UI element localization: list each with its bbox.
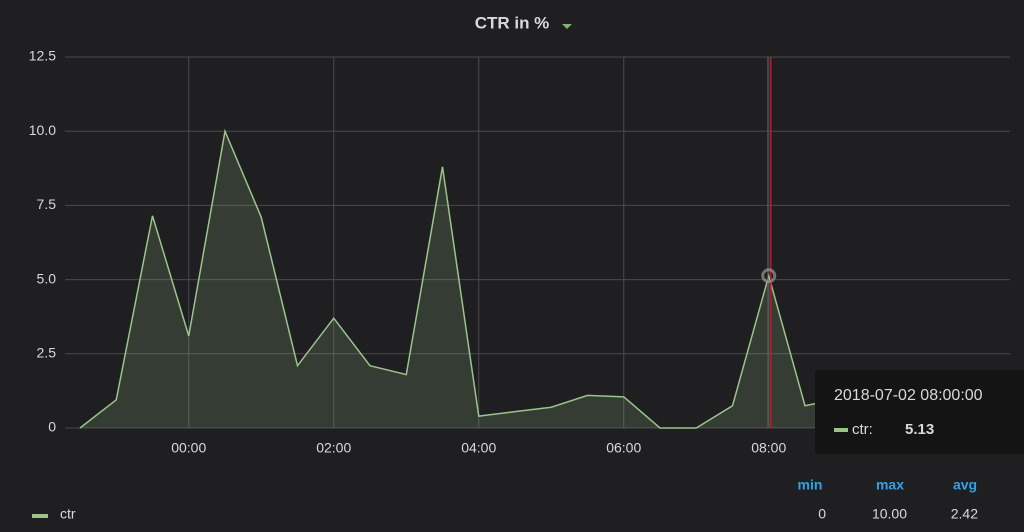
tooltip-series: ctr: [852,421,873,438]
y-tick-label: 0 [48,419,56,435]
legend-stat: 2.42 [951,506,978,522]
y-tick-label: 7.5 [37,196,57,212]
tooltip-time: 2018-07-02 08:00:00 [834,387,983,404]
x-tick-label: 00:00 [171,440,206,456]
legend-header: min [798,477,823,493]
legend-header: avg [953,477,977,493]
x-tick-label: 06:00 [606,440,641,456]
y-tick-label: 10.0 [29,122,56,138]
x-tick-label: 08:00 [751,440,786,456]
tooltip-box [815,370,1024,454]
tooltip-value: 5.13 [905,421,934,438]
series-line [79,128,842,429]
y-tick-label: 2.5 [37,345,57,361]
hover-point [761,268,777,284]
x-tick-label: 02:00 [316,440,351,456]
legend-stat: 0 [818,506,826,522]
legend-header: max [876,477,904,493]
area-fill [80,131,842,428]
legend-stat: 10.00 [872,506,907,522]
x-tick-label: 04:00 [461,440,496,456]
y-tick-label: 5.0 [37,270,57,286]
chart-title[interactable]: CTR in % [475,13,550,32]
legend-name: ctr [60,506,76,522]
title-caret[interactable] [562,24,572,29]
y-tick-label: 12.5 [29,48,56,64]
